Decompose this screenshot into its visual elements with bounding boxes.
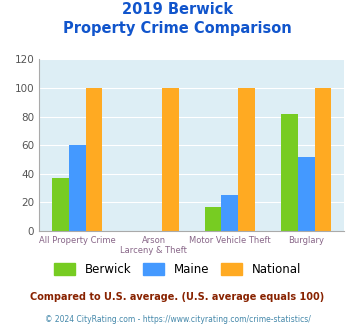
Text: Property Crime Comparison: Property Crime Comparison [63,21,292,36]
Text: Motor Vehicle Theft: Motor Vehicle Theft [189,236,271,245]
Text: © 2024 CityRating.com - https://www.cityrating.com/crime-statistics/: © 2024 CityRating.com - https://www.city… [45,315,310,324]
Bar [315,88,331,231]
Bar [69,145,86,231]
Text: 2019 Berwick: 2019 Berwick [122,2,233,16]
Bar [222,195,238,231]
Text: Compared to U.S. average. (U.S. average equals 100): Compared to U.S. average. (U.S. average … [31,292,324,302]
Text: All Property Crime: All Property Crime [39,236,116,245]
Bar [86,88,102,231]
Text: Arson: Arson [142,236,165,245]
Legend: Berwick, Maine, National: Berwick, Maine, National [49,258,306,281]
Bar [238,88,255,231]
Bar [281,114,298,231]
Bar [205,207,222,231]
Text: Burglary: Burglary [288,236,324,245]
Bar [52,178,69,231]
Bar [298,157,315,231]
Text: Larceny & Theft: Larceny & Theft [120,246,187,255]
Bar [162,88,179,231]
